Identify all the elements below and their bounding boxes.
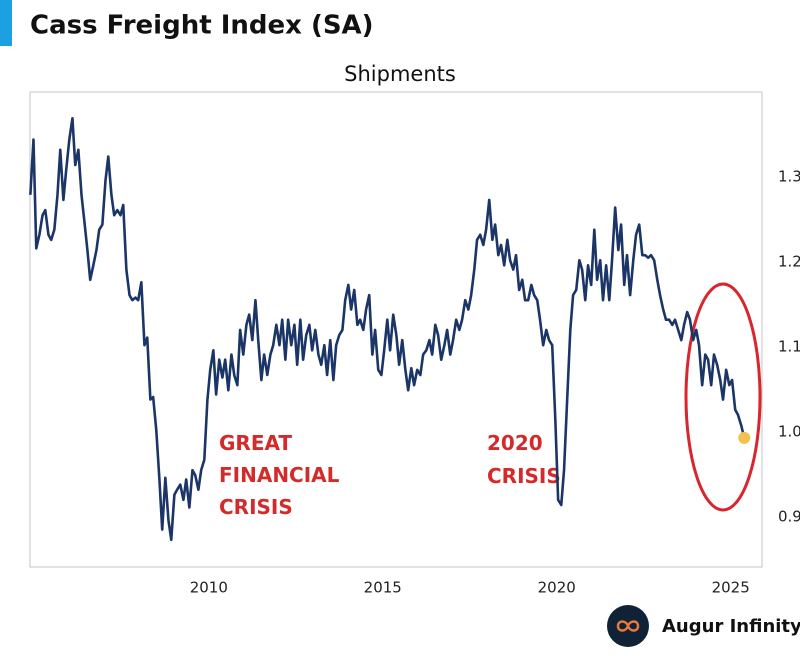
x-tick-label: 2010	[190, 579, 228, 597]
chart-title: Cass Freight Index (SA)	[30, 11, 374, 41]
y-tick-label: 1.3	[778, 167, 800, 185]
annotation: GREAT	[219, 431, 292, 455]
annotations: GREAT FINANCIAL CRISIS 2020 CRISIS	[219, 431, 561, 519]
y-tick-label: 0.9	[778, 507, 800, 525]
plot-frame	[29, 91, 763, 568]
y-tick-label: 1.0	[778, 422, 800, 440]
brand-logo-mark	[616, 620, 640, 632]
annotation: CRISIS	[219, 495, 293, 519]
y-tick-label: 1.1	[778, 337, 800, 355]
end-marker	[738, 431, 751, 444]
x-tick-label: 2020	[538, 579, 576, 597]
x-tick-label: 2015	[364, 579, 402, 597]
x-tick-label: 2025	[712, 579, 750, 597]
brand-name: Augur Infinity	[662, 616, 800, 637]
annotation: CRISIS	[487, 464, 561, 488]
data-line	[29, 117, 746, 542]
annotation: FINANCIAL	[219, 463, 340, 487]
title-accent	[0, 0, 12, 46]
highlight-ellipse	[684, 282, 762, 512]
chart-subtitle: Shipments	[344, 62, 456, 86]
annotation: 2020	[487, 431, 543, 455]
y-tick-label: 1.2	[778, 252, 800, 270]
